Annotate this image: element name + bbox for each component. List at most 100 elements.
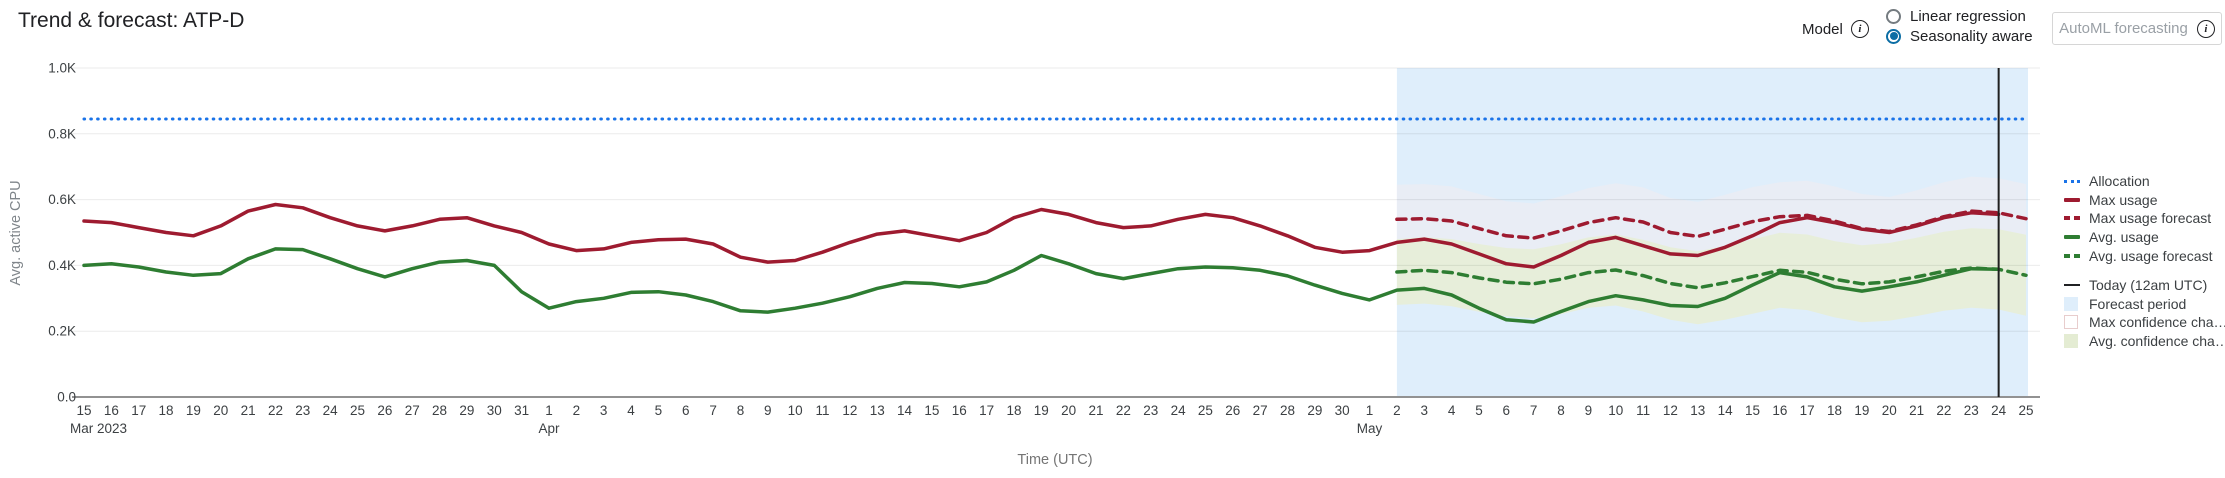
x-tick-label: 22 (1936, 403, 1951, 418)
x-tick-label: 19 (1034, 403, 1049, 418)
avg-usage-line (82, 247, 2001, 324)
x-tick-label: 3 (1420, 403, 1428, 418)
legend-item-avg-usage-forecast: Avg. usage forecast (2064, 246, 2225, 265)
x-tick-label: 15 (924, 403, 939, 418)
x-tick-label: 24 (1991, 403, 2007, 418)
legend-item-max-usage: Max usage (2064, 191, 2225, 210)
x-tick-label: 16 (104, 403, 119, 418)
radio-option-linear-regression[interactable]: Linear regression (1886, 7, 2033, 25)
y-tick-label: 1.0K (48, 61, 76, 76)
x-tick-label: 22 (268, 403, 283, 418)
legend-swatch-avg-usage (2064, 235, 2080, 240)
x-tick-label: 18 (159, 403, 174, 418)
y-axis-title: Avg. active CPU (8, 180, 24, 285)
legend-label: Avg. usage forecast (2089, 247, 2213, 264)
legend-item-max-usage-forecast: Max usage forecast (2064, 209, 2225, 228)
radio-label-linear-regression: Linear regression (1910, 7, 2026, 25)
x-tick-label: 28 (1280, 403, 1295, 418)
x-tick-label: 21 (1909, 403, 1924, 418)
x-tick-label: 1 (1366, 403, 1374, 418)
model-info-icon[interactable]: i (1850, 20, 1869, 38)
x-tick-label: 20 (213, 403, 228, 418)
legend-label: Avg. usage (2089, 229, 2159, 246)
automl-forecasting-button[interactable]: AutoML forecasting i (2052, 12, 2222, 45)
model-radio-group: Linear regression Seasonality aware (1886, 7, 2033, 45)
x-tick-label: 25 (1198, 403, 1213, 418)
x-tick-label: 22 (1116, 403, 1131, 418)
x-tick-label: 10 (788, 403, 803, 418)
legend-label: Avg. confidence cha… (2089, 333, 2225, 350)
x-tick-label: 9 (764, 403, 772, 418)
legend-label: Max usage (2089, 191, 2158, 208)
x-tick-label: 25 (2018, 403, 2033, 418)
model-label: Model (1802, 20, 1843, 38)
x-tick-label: 1 (545, 403, 553, 418)
x-tick-label: 8 (1557, 403, 1565, 418)
x-tick-label: 12 (1663, 403, 1678, 418)
avg-usage-forecast-confidence-band (1396, 228, 2026, 325)
automl-button-label: AutoML forecasting (2059, 20, 2188, 37)
x-tick-label: 10 (1608, 403, 1623, 418)
legend-item-allocation: Allocation (2064, 172, 2225, 191)
legend-item-forecast-period: Forecast period (2064, 295, 2225, 314)
x-tick-label: 24 (323, 403, 339, 418)
x-tick-label: 30 (487, 403, 502, 418)
y-tick-label: 0.0 (57, 390, 76, 405)
radio-selected-icon[interactable] (1886, 28, 1901, 44)
x-tick-label: 21 (241, 403, 256, 418)
x-tick-label: 16 (1772, 403, 1787, 418)
x-tick-label: 16 (952, 403, 967, 418)
radio-label-seasonality-aware: Seasonality aware (1910, 27, 2033, 45)
legend-label: Forecast period (2089, 295, 2187, 312)
x-tick-label: 18 (1006, 403, 1021, 418)
x-tick-label: 2 (573, 403, 581, 418)
x-tick-label: 21 (1089, 403, 1104, 418)
y-tick-label: 0.2K (48, 324, 76, 339)
legend-item-avg-usage: Avg. usage (2064, 228, 2225, 247)
forecast-period-region (1396, 68, 2028, 396)
x-tick-label: 14 (897, 403, 913, 418)
x-tick-label: 11 (815, 403, 829, 418)
radio-option-seasonality-aware[interactable]: Seasonality aware (1886, 27, 2033, 45)
x-tick-label: 27 (405, 403, 420, 418)
x-tick-label: 5 (655, 403, 663, 418)
x-tick-label: 25 (350, 403, 365, 418)
legend-swatch-forecast-period (2064, 296, 2078, 311)
x-tick-label: 17 (1800, 403, 1815, 418)
y-tick-label: 0.4K (48, 258, 76, 273)
x-tick-label: 27 (1253, 403, 1268, 418)
x-tick-label: 24 (1171, 403, 1187, 418)
x-tick-label: 23 (1964, 403, 1979, 418)
x-tick-label: 15 (1745, 403, 1760, 418)
x-tick-label: 15 (76, 403, 91, 418)
x-tick-label: 4 (627, 403, 635, 418)
x-tick-label: 6 (682, 403, 690, 418)
x-tick-label: 17 (979, 403, 994, 418)
x-tick-label: 29 (1307, 403, 1322, 418)
x-month-label: Mar 2023 (70, 421, 127, 436)
legend-item-avg-confidence-cha: Avg. confidence cha… (2064, 332, 2225, 351)
legend-label: Max confidence cha… (2089, 314, 2225, 331)
x-tick-label: 9 (1585, 403, 1593, 418)
x-tick-label: 8 (737, 403, 745, 418)
legend-swatch-max-confidence-cha (2064, 315, 2078, 330)
x-tick-label: 5 (1475, 403, 1483, 418)
x-tick-label: 3 (600, 403, 608, 418)
legend-swatch-today-12am-utc (2064, 284, 2080, 287)
x-tick-label: 31 (514, 403, 529, 418)
legend-item-max-confidence-cha: Max confidence cha… (2064, 313, 2225, 332)
max-usage-line (82, 202, 2001, 269)
avg-usage-forecast-line (1395, 266, 2028, 290)
x-tick-label: 18 (1827, 403, 1842, 418)
x-tick-label: 14 (1718, 403, 1734, 418)
radio-unselected-icon[interactable] (1886, 8, 1901, 24)
x-tick-label: 11 (1636, 403, 1650, 418)
x-tick-label: 30 (1335, 403, 1350, 418)
chart-legend: Allocation Max usage Max usage forecast Avg… (2064, 172, 2225, 350)
legend-swatch-avg-confidence-cha (2064, 334, 2078, 349)
x-tick-label: 28 (432, 403, 447, 418)
x-tick-label: 20 (1882, 403, 1897, 418)
legend-swatch-allocation (2064, 179, 2080, 183)
automl-info-icon[interactable]: i (2196, 19, 2215, 38)
